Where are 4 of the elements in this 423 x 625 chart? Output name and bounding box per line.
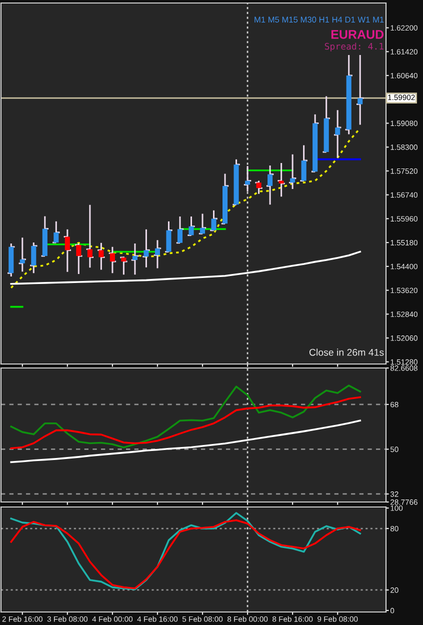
annotation: M1 M5 M15 M30 H1 H4 D1 W1 M1 [254, 16, 384, 23]
annotation: Spread: 4.1 [324, 42, 384, 52]
annotation: Close in 26m 41s [309, 348, 384, 356]
annotation: EURAUD [331, 30, 384, 39]
